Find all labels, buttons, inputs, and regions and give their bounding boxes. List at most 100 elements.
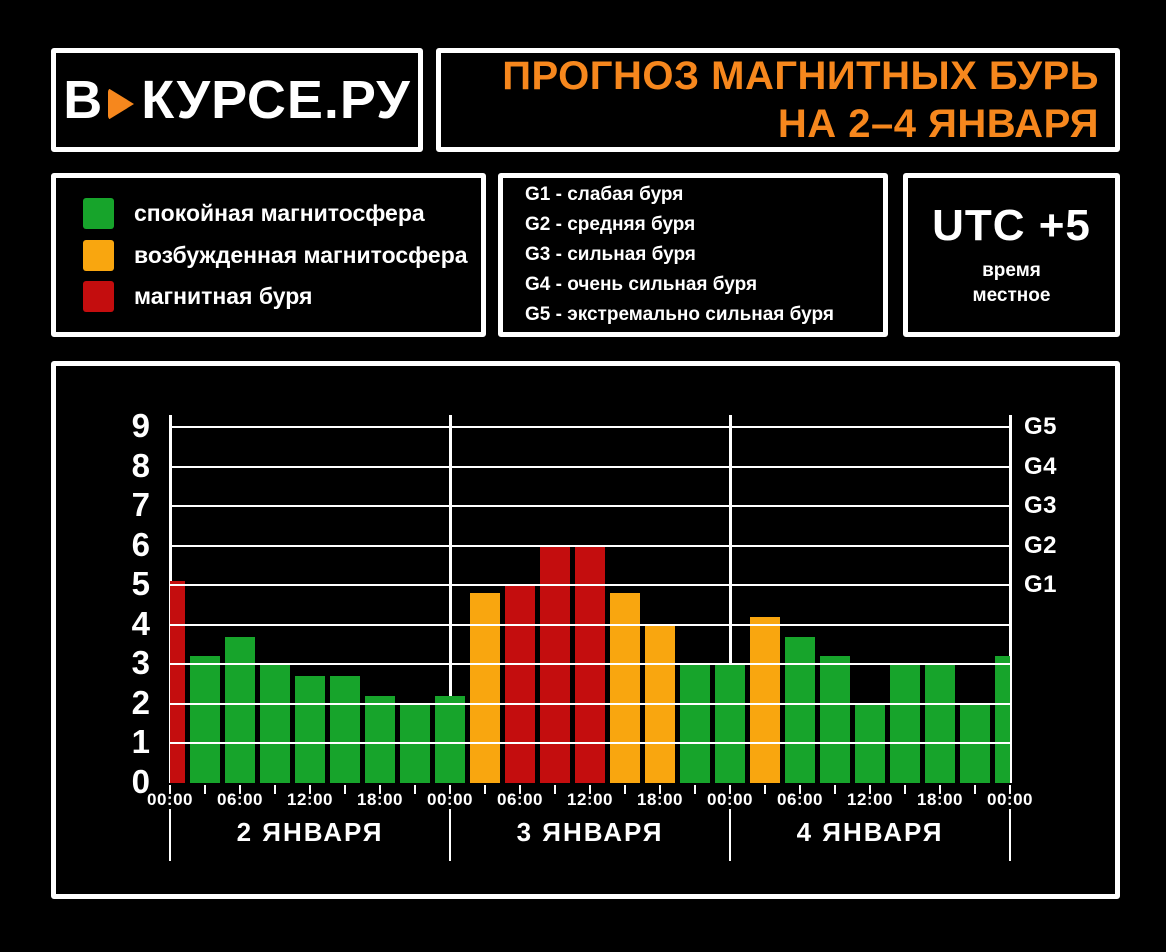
x-tick-label: 06:00 [777,790,823,809]
x-tick [274,785,276,794]
y-tick-label: 9 [131,407,150,444]
x-tick [484,785,486,794]
day-boundary-line [448,415,452,783]
x-tick-label: 18:00 [637,790,683,809]
logo-text-left: В [63,70,104,130]
x-tick-label: 12:00 [287,790,333,809]
gridline [170,544,1010,547]
x-tick [904,785,906,794]
gridline [170,702,1010,705]
play-triangle-icon [108,88,135,120]
storm-scale-line: G3 - сильная буря [525,244,696,265]
kp-bar [470,593,500,783]
kp-bar [330,676,360,783]
legend-label: магнитная буря [134,282,313,309]
x-tick [729,785,731,794]
utc-offset-value: UTC +5 [932,201,1091,251]
day-label: 3 ЯНВАРЯ [516,817,664,847]
x-tick-label: 06:00 [497,790,543,809]
y-tick-label: 4 [131,604,150,642]
storm-scale-line: G2 - средняя буря [525,214,696,235]
gridline [170,426,1010,428]
gridline [170,663,1010,666]
g-level-label: G3 [1024,492,1058,520]
x-tick [799,785,801,794]
day-boundary-line [728,415,732,783]
x-tick [344,785,346,794]
x-tick [309,785,311,794]
x-tick [589,785,591,794]
day-separator [169,809,171,861]
x-tick [169,785,171,794]
y-tick-label: 2 [131,683,150,721]
kp-bar [260,664,290,783]
utc-note: время местное [973,259,1051,308]
y-tick-label: 3 [131,644,150,682]
storm-scale-box: G1 - слабая буря G2 - средняя буря G3 - си… [498,173,888,337]
x-tick-label: 06:00 [217,790,263,809]
kp-bar [505,585,535,783]
x-tick [1009,785,1011,794]
title-box: ПРОГНОЗ МАГНИТНЫХ БУРЬ НА 2–4 ЯНВАРЯ [436,48,1120,152]
kp-bar [365,695,395,783]
logo-text-right: КУРСЕ.РУ [141,70,411,130]
chart-box: 0 1 2 3 4 5 6 7 8 9 G1 G2 G3 G4 G5 00:00 06:00 12:00 18:00… [51,361,1120,899]
gridline [170,465,1010,468]
x-tick-label: 00:00 [707,790,753,809]
g-level-label: G1 [1024,571,1058,599]
kp-bar [295,676,325,783]
kp-bar [680,664,710,783]
kp-bar [190,656,220,783]
x-tick [694,785,696,794]
kp-bar [820,656,850,783]
x-tick [379,785,381,794]
calm-swatch-icon [83,198,114,230]
x-tick [624,785,626,794]
x-tick-label: 00:00 [427,790,473,809]
day-separator [449,809,451,861]
utc-note-line: время [982,260,1041,282]
x-tick [554,785,556,794]
kp-bar [715,664,745,783]
x-tick [974,785,976,794]
day-label: 4 ЯНВАРЯ [796,817,944,847]
logo: В КУРСЕ.РУ [63,69,410,131]
g-level-label: G4 [1024,452,1058,480]
x-tick [939,785,941,794]
kp-bar [785,636,815,783]
gridline [170,742,1010,745]
storm-scale-line: G1 - слабая буря [525,184,684,205]
y-tick-label: 6 [131,525,150,563]
y-tick-label: 0 [131,763,150,800]
x-tick [764,785,766,794]
kp-bar [995,656,1010,783]
storm-scale-line: G4 - очень сильная буря [525,274,758,295]
x-tick [834,785,836,794]
timezone-box: UTC +5 время местное [903,173,1120,337]
storm-swatch-icon [83,280,114,312]
day-separator [1009,809,1011,861]
color-legend-box: спокойная магнитосфера возбужденная магни… [51,173,486,337]
kp-bar [925,664,955,783]
kp-bar [750,616,780,783]
x-tick [414,785,416,794]
page-title-line2: НА 2–4 ЯНВАРЯ [777,102,1099,146]
x-tick-label: 00:00 [147,790,193,809]
x-tick-label: 18:00 [357,790,403,809]
g-level-label: G2 [1024,531,1058,559]
day-label: 2 ЯНВАРЯ [236,817,384,847]
x-tick-label: 12:00 [847,790,893,809]
x-tick [449,785,451,794]
gridline [170,584,1010,587]
page-title-line1: ПРОГНОЗ МАГНИТНЫХ БУРЬ [502,54,1099,98]
x-tick [869,785,871,794]
gridline [170,623,1010,626]
x-tick-label: 18:00 [917,790,963,809]
y-tick-label: 5 [131,565,150,603]
y-tick-label: 7 [131,486,150,524]
legend-label: возбужденная магнитосфера [134,241,468,268]
x-tick-label: 00:00 [987,790,1033,809]
kp-bar [225,636,255,783]
kp-bar [890,664,920,783]
g-level-label: G5 [1024,413,1058,440]
